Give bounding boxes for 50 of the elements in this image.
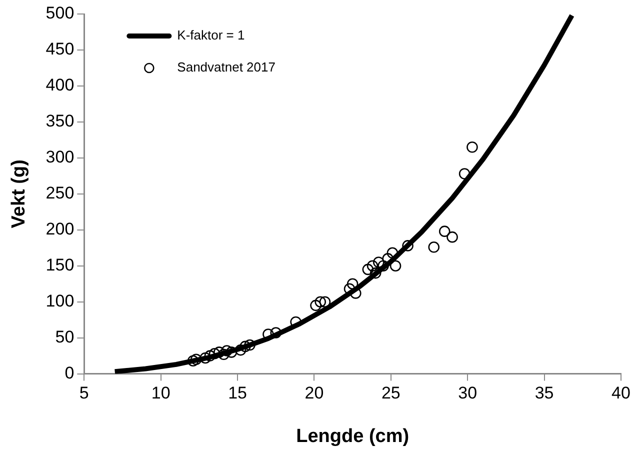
point (446, 231, 458, 243)
point (190, 354, 202, 366)
x-tick-label: 20 (304, 384, 324, 403)
point (390, 260, 402, 272)
y-tick-label: 250 (46, 184, 74, 203)
point (402, 240, 414, 252)
y-tick-label: 400 (46, 76, 74, 95)
y-tick-label: 150 (46, 256, 74, 275)
point (366, 260, 378, 272)
point (373, 256, 384, 268)
x-tick-label: 40 (612, 384, 630, 403)
y-tick-label: 0 (64, 363, 74, 382)
y-tick-label: 100 (46, 292, 74, 311)
legend-label: Sandvatnet 2017 (177, 60, 276, 75)
y-tick-label: 500 (46, 4, 74, 23)
y-axis-title: Vekt (g) (8, 160, 30, 228)
point (378, 260, 389, 272)
y-tick-label: 450 (46, 40, 74, 59)
point (234, 344, 246, 356)
legend-label: K-faktor = 1 (177, 28, 245, 43)
x-tick-label: 10 (151, 384, 170, 403)
point (244, 339, 256, 351)
point (270, 327, 282, 338)
point (226, 346, 238, 358)
point (200, 352, 211, 364)
point (314, 296, 326, 308)
point (370, 267, 382, 279)
point (438, 226, 450, 237)
x-tick-label: 25 (381, 384, 400, 403)
x-tick-label: 35 (534, 384, 554, 403)
y-tick-label: 200 (46, 220, 74, 239)
point (362, 264, 374, 276)
point (319, 296, 331, 308)
point (350, 288, 362, 299)
point (187, 355, 199, 366)
point (466, 141, 478, 153)
x-tick-label: 30 (458, 384, 478, 403)
y-tick-label: 300 (46, 148, 74, 167)
point (240, 340, 251, 352)
y-tick-label: 50 (55, 328, 74, 347)
point (458, 168, 470, 180)
x-axis-title: Lengde (cm) (296, 426, 410, 447)
point (386, 247, 398, 259)
y-tick-label: 350 (46, 112, 74, 131)
point (310, 300, 322, 312)
x-tick-label: 5 (79, 384, 89, 403)
point (428, 242, 440, 253)
point (346, 278, 358, 290)
x-tick-label: 15 (228, 384, 248, 403)
point (290, 316, 302, 328)
